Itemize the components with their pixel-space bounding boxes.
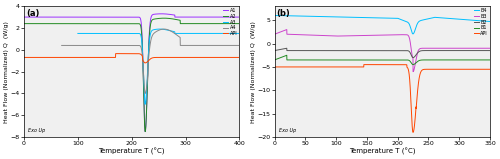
Y-axis label: Heat Flow (Normalized) Q  (W/g): Heat Flow (Normalized) Q (W/g) — [4, 21, 9, 123]
Text: Exo Up: Exo Up — [279, 128, 296, 133]
Legend: A1, A2, A3, A4, API: A1, A2, A3, A4, API — [223, 8, 238, 37]
Text: (a): (a) — [26, 9, 40, 18]
Y-axis label: Heat Flow (Normalized) Q  (W/g): Heat Flow (Normalized) Q (W/g) — [251, 21, 256, 123]
Text: Exo Up: Exo Up — [28, 128, 46, 133]
Text: (b): (b) — [276, 9, 290, 18]
X-axis label: Temperature T (°C): Temperature T (°C) — [98, 148, 165, 155]
Legend: B4, B3, B2, B1, API: B4, B3, B2, B1, API — [474, 8, 488, 37]
X-axis label: Temperature T (°C): Temperature T (°C) — [349, 148, 416, 155]
